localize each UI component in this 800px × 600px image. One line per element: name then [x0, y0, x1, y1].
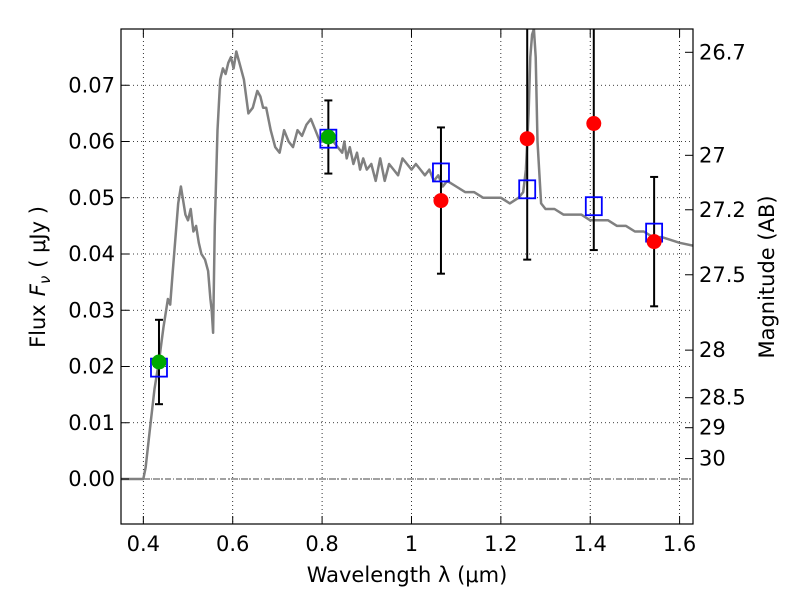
flux-point: [433, 193, 449, 209]
model-flux-box: [518, 179, 537, 200]
detection-point: [151, 354, 167, 370]
x-tick-labels: 0.4 0.6 0.8 1 1.2 1.4 1.6: [127, 532, 697, 556]
magnitude-tick-label: 26.7: [699, 40, 746, 64]
ticks: [121, 29, 693, 524]
y-axis-label-symbol: F: [26, 283, 50, 296]
magnitude-tick-labels: 26.7 27 27.2 27.5 28 28.5 29 30: [699, 40, 746, 470]
x-tick-label: 1.2: [484, 532, 517, 556]
x-tick-label: 1.4: [574, 532, 607, 556]
x-tick-label: 0.8: [305, 532, 338, 556]
sed-layer: [121, 29, 693, 481]
magnitude-axis-label: Magnitude (AB): [755, 195, 779, 358]
magnitude-tick-label: 30: [699, 447, 726, 471]
y-axis-label-unit: ( μJy ): [26, 206, 50, 268]
magnitude-tick-label: 27: [699, 143, 726, 167]
model-flux-box: [432, 162, 450, 183]
magnitude-tick-label: 29: [699, 416, 726, 440]
magnitude-tick-label: 27.5: [699, 263, 746, 287]
flux-point: [646, 234, 662, 250]
magnitude-tick-label: 27.2: [699, 198, 746, 222]
x-tick-label: 1: [405, 532, 418, 556]
detection-point: [320, 129, 336, 145]
plot-frame: [120, 28, 694, 525]
magnitude-tick-label: 28.5: [699, 386, 746, 410]
y-tick-label: 0.07: [68, 73, 115, 97]
sed-model-curve: [121, 29, 693, 481]
data-points: [151, 116, 662, 370]
magnitude-tick-label: 28: [699, 338, 726, 362]
y-tick-label: 0.05: [68, 186, 115, 210]
y-tick-labels: 0.00 0.01 0.02 0.03 0.04 0.05 0.06 0.07: [68, 73, 115, 491]
y-tick-label: 0.04: [68, 242, 115, 266]
flux-point: [519, 131, 535, 147]
y-tick-label: 0.00: [68, 467, 115, 491]
y-tick-label: 0.06: [68, 130, 115, 154]
y-axis-label-prefix: Flux: [26, 304, 50, 348]
x-tick-label: 0.6: [216, 532, 249, 556]
y-axis-label-sub: ν: [36, 276, 54, 284]
y-tick-label: 0.03: [68, 298, 115, 322]
model-flux-box: [584, 196, 603, 217]
x-tick-label: 1.6: [663, 532, 696, 556]
y-tick-label: 0.01: [68, 411, 115, 435]
y-tick-label: 0.02: [68, 355, 115, 379]
flux-point: [586, 116, 602, 131]
plot-background: [121, 29, 693, 524]
x-axis-label: Wavelength λ (μm): [307, 563, 508, 587]
x-tick-label: 0.4: [127, 532, 160, 556]
y-axis-label: Flux Fν ( μJy ): [26, 206, 54, 348]
